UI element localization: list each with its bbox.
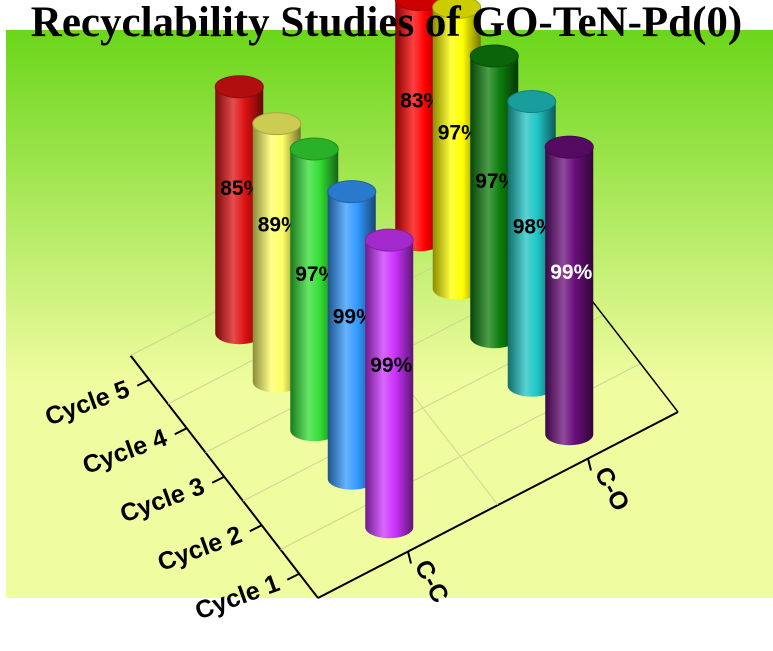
cylinder-bar: 89% (252, 112, 302, 393)
cylinder-bar: 99% (327, 180, 377, 490)
cylinder-top (289, 137, 339, 161)
cylinder-body (432, 7, 481, 300)
value-label: 89% (258, 214, 300, 237)
cylinder-body (215, 86, 264, 345)
cylinder-body (290, 148, 339, 442)
cylinder-top (432, 0, 482, 19)
cylinder-top (214, 75, 264, 99)
group-tick (587, 458, 592, 471)
cycle-tick (136, 378, 150, 387)
cylinder-bar: 97% (289, 137, 339, 442)
group-tick-label: C-C (409, 555, 455, 607)
cylinder-top (507, 90, 557, 114)
cylinder-bar: 97% (432, 0, 482, 300)
group-tick (407, 551, 412, 564)
cylinder-bar: 99% (544, 135, 594, 446)
value-label: 99% (550, 261, 592, 284)
cylinder-top (469, 44, 519, 68)
cycle-tick (249, 524, 263, 533)
cycle-tick-label: Cycle 1 (191, 569, 283, 625)
cylinder-top (364, 228, 414, 252)
cylinder-top (327, 180, 377, 204)
cylinder-body (327, 191, 376, 490)
value-label: 85% (220, 177, 262, 200)
cycle-tick-label: Cycle 3 (116, 472, 208, 528)
cylinder-bar: 85% (214, 75, 264, 345)
cylinder-bar: 99% (364, 228, 414, 539)
cylinder-bar: 83% (394, 0, 444, 252)
cycle-tick (211, 475, 225, 484)
value-label: 98% (513, 216, 555, 239)
cylinder-body (395, 0, 444, 252)
cylinders: 85% 83% 89% 97% 97% 97% 99% 98% 99% 99% (214, 0, 594, 539)
chart-title: Recyclability Studies of GO-TeN-Pd(0) (30, 0, 743, 46)
cycle-tick-label: Cycle 4 (79, 424, 171, 480)
value-label: 99% (370, 354, 412, 377)
cylinder-top (544, 135, 594, 159)
cylinder-body (507, 101, 556, 397)
cylinder-body (470, 55, 519, 349)
cycle-tick (286, 572, 300, 581)
value-label: 83% (400, 90, 442, 113)
group-tick-label: C-O (589, 462, 635, 516)
cycle-tick-label: Cycle 2 (154, 521, 246, 577)
cylinder-top (252, 112, 302, 136)
cylinder-bar: 97% (469, 44, 519, 349)
value-label: 97% (475, 170, 517, 193)
cylinder-top (394, 0, 444, 12)
cylinder-body (252, 123, 301, 393)
cycle-tick (174, 427, 188, 436)
value-label: 97% (438, 121, 480, 144)
cylinder-bar: 98% (507, 90, 557, 397)
value-label: 99% (333, 306, 375, 329)
cylinder-body (365, 240, 414, 539)
cylinder-body (545, 147, 594, 446)
value-label: 97% (295, 263, 337, 286)
cycle-tick-label: Cycle 5 (41, 375, 133, 431)
